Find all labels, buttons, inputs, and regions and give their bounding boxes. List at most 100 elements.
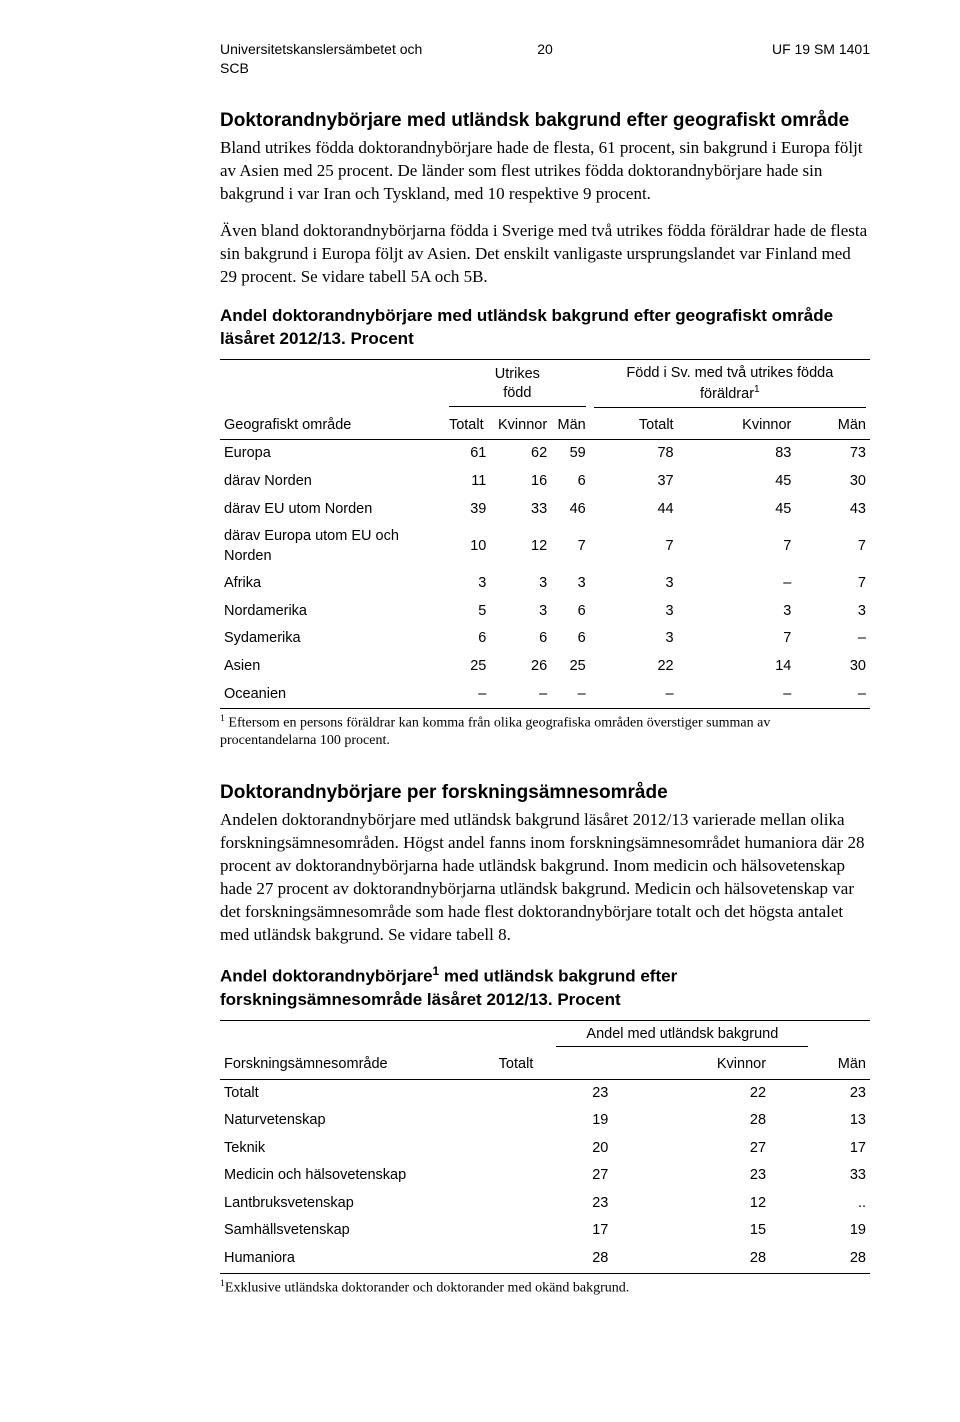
table-row: Teknik202717	[220, 1135, 870, 1163]
table-a-col4: Kvinnor	[678, 412, 796, 440]
table-a-footnote: 1 Eftersom en persons föräldrar kan komm…	[220, 713, 870, 750]
table-row: Sydamerika66637–	[220, 625, 870, 653]
cell: 62	[490, 440, 551, 468]
table-a-col5: Män	[795, 412, 870, 440]
cell: 6	[551, 625, 590, 653]
table-b-footnote: 1Exklusive utländska doktorander och dok…	[220, 1278, 870, 1297]
cell: 6	[490, 625, 551, 653]
cell: 61	[445, 440, 490, 468]
cell: 6	[551, 468, 590, 496]
table-row: Samhällsvetenskap171519	[220, 1217, 870, 1245]
row-label: Europa	[220, 440, 445, 468]
cell: 13	[770, 1107, 870, 1135]
cell: 3	[678, 598, 796, 626]
cell: 19	[495, 1107, 613, 1135]
row-label: Teknik	[220, 1135, 495, 1163]
row-label: Lantbruksvetenskap	[220, 1190, 495, 1218]
cell: 23	[495, 1190, 613, 1218]
table-a-col0: Totalt	[445, 412, 490, 440]
cell: –	[678, 681, 796, 709]
cell: 33	[770, 1162, 870, 1190]
cell: 11	[445, 468, 490, 496]
section-a-para2: Även bland doktorandnybörjarna födda i S…	[220, 220, 870, 289]
cell: 43	[795, 496, 870, 524]
cell: 3	[445, 570, 490, 598]
cell: 39	[445, 496, 490, 524]
table-a-rowlabel: Geografiskt område	[220, 359, 445, 440]
cell: –	[445, 681, 490, 709]
cell: 23	[495, 1079, 613, 1107]
table-b-span: Andel med utländsk bakgrund	[495, 1020, 870, 1051]
cell: 5	[445, 598, 490, 626]
cell: 78	[590, 440, 678, 468]
row-label: Afrika	[220, 570, 445, 598]
table-row: därav EU utom Norden393346444543	[220, 496, 870, 524]
table-a-col2: Män	[551, 412, 590, 440]
cell: 37	[590, 468, 678, 496]
section-a-para1: Bland utrikes födda doktorandnybörjare h…	[220, 137, 870, 206]
row-label: Asien	[220, 653, 445, 681]
table-b-title: Andel doktorandnybörjare1 med utländsk b…	[220, 963, 870, 1012]
cell: 12	[612, 1190, 770, 1218]
table-row: Humaniora282828	[220, 1245, 870, 1273]
table-row: Naturvetenskap192813	[220, 1107, 870, 1135]
cell: 46	[551, 496, 590, 524]
cell: 3	[551, 570, 590, 598]
cell: 45	[678, 496, 796, 524]
cell: 30	[795, 653, 870, 681]
cell: 23	[770, 1079, 870, 1107]
cell: 7	[678, 625, 796, 653]
table-row: Medicin och hälsovetenskap272333	[220, 1162, 870, 1190]
cell: 12	[490, 523, 551, 570]
table-b-col2: Män	[770, 1051, 870, 1079]
cell: 3	[490, 570, 551, 598]
table-row: därav Norden11166374530	[220, 468, 870, 496]
cell: –	[490, 681, 551, 709]
cell: 10	[445, 523, 490, 570]
table-a-span1: Utrikes född	[445, 359, 590, 411]
cell: 30	[795, 468, 870, 496]
table-b-rowlabel: Forskningsämnesområde	[220, 1020, 495, 1079]
cell: 33	[490, 496, 551, 524]
cell: 28	[770, 1245, 870, 1273]
table-row: Oceanien––––––	[220, 681, 870, 709]
row-label: därav Europa utom EU och Norden	[220, 523, 445, 570]
cell: 23	[612, 1162, 770, 1190]
header-page-number: 20	[437, 40, 654, 78]
header-right: UF 19 SM 1401	[653, 40, 870, 78]
cell: 17	[770, 1135, 870, 1163]
cell: 6	[551, 598, 590, 626]
cell: 3	[795, 598, 870, 626]
cell: 7	[551, 523, 590, 570]
row-label: Humaniora	[220, 1245, 495, 1273]
table-row: därav Europa utom EU och Norden10127777	[220, 523, 870, 570]
cell: –	[590, 681, 678, 709]
section-b-para1: Andelen doktorandnybörjare med utländsk …	[220, 809, 870, 947]
table-row: Totalt232223	[220, 1079, 870, 1107]
table-b-col0: Totalt	[495, 1051, 613, 1079]
table-row: Asien252625221430	[220, 653, 870, 681]
table-row: Nordamerika536333	[220, 598, 870, 626]
cell: 3	[590, 625, 678, 653]
page-header: Universitetskanslersämbetet och SCB 20 U…	[220, 40, 870, 78]
cell: 22	[590, 653, 678, 681]
cell: 19	[770, 1217, 870, 1245]
row-label: Samhällsvetenskap	[220, 1217, 495, 1245]
cell: 28	[612, 1107, 770, 1135]
cell: 22	[612, 1079, 770, 1107]
header-left: Universitetskanslersämbetet och SCB	[220, 40, 437, 78]
cell: 14	[678, 653, 796, 681]
cell: 17	[495, 1217, 613, 1245]
cell: 27	[495, 1162, 613, 1190]
cell: –	[795, 681, 870, 709]
cell: 7	[678, 523, 796, 570]
cell: 6	[445, 625, 490, 653]
cell: 28	[495, 1245, 613, 1273]
cell: 83	[678, 440, 796, 468]
table-row: Lantbruksvetenskap2312..	[220, 1190, 870, 1218]
row-label: därav Norden	[220, 468, 445, 496]
cell: 73	[795, 440, 870, 468]
cell: 7	[795, 570, 870, 598]
table-row: Afrika3333–7	[220, 570, 870, 598]
cell: –	[678, 570, 796, 598]
